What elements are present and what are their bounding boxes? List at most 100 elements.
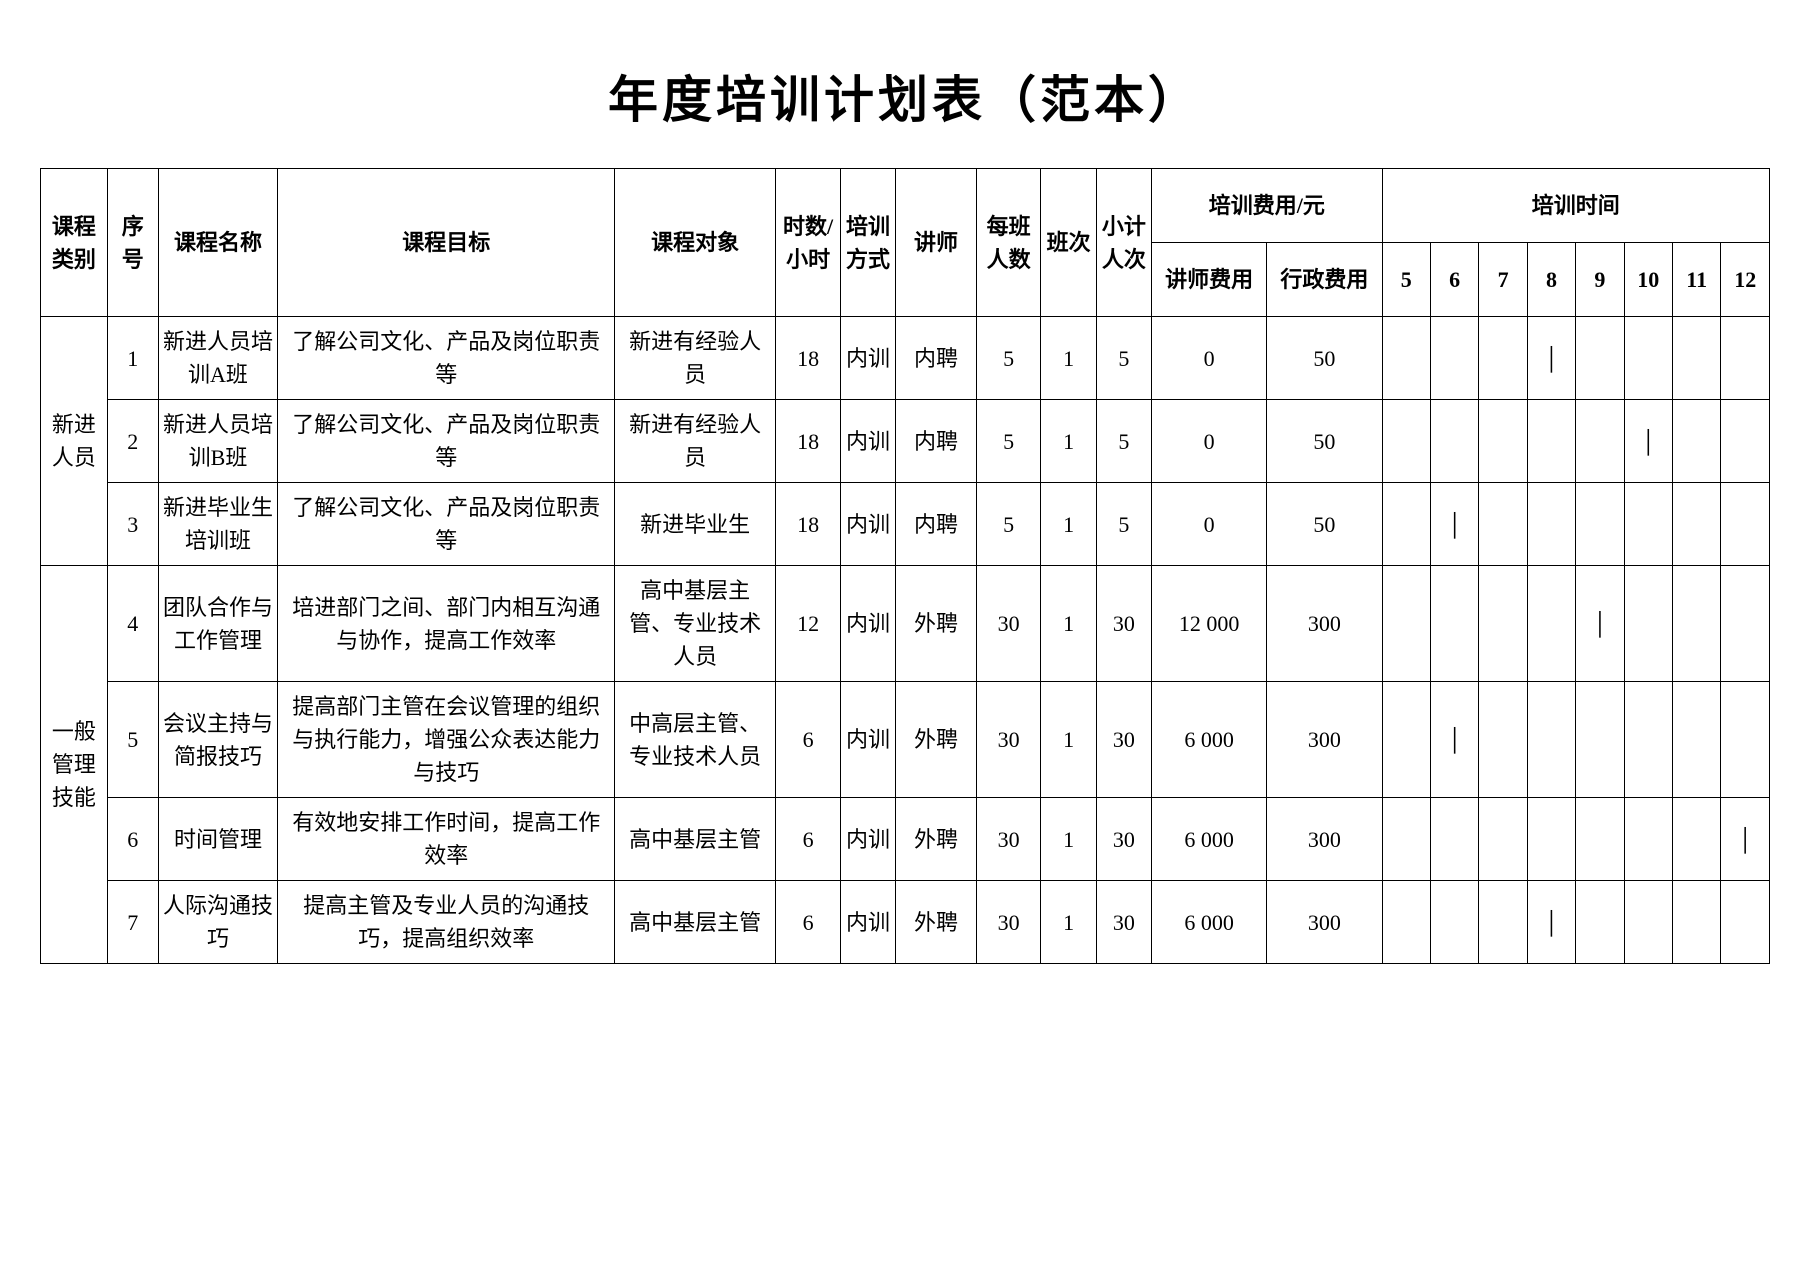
cell-per-class: 5 xyxy=(976,400,1041,483)
cell-fee-admin: 50 xyxy=(1267,483,1382,566)
cell-fee-admin: 300 xyxy=(1267,566,1382,682)
cell-subtotal: 30 xyxy=(1096,798,1151,881)
cell-index: 4 xyxy=(107,566,158,682)
cell-month-11 xyxy=(1672,400,1720,483)
cell-course-name: 会议主持与简报技巧 xyxy=(158,682,278,798)
cell-month-6 xyxy=(1430,317,1478,400)
cell-hours: 6 xyxy=(776,798,841,881)
cell-course-name: 团队合作与工作管理 xyxy=(158,566,278,682)
cell-month-6: │ xyxy=(1430,682,1478,798)
th-month-12: 12 xyxy=(1721,243,1770,317)
cell-hours: 6 xyxy=(776,682,841,798)
th-hours: 时数/小时 xyxy=(776,169,841,317)
cell-course-name: 新进毕业生培训班 xyxy=(158,483,278,566)
cell-subtotal: 5 xyxy=(1096,400,1151,483)
cell-fee-trainer: 0 xyxy=(1152,317,1267,400)
cell-fee-admin: 50 xyxy=(1267,317,1382,400)
th-time-group: 培训时间 xyxy=(1382,169,1769,243)
cell-per-class: 30 xyxy=(976,881,1041,964)
th-fee-admin: 行政费用 xyxy=(1267,243,1382,317)
cell-course-name: 新进人员培训B班 xyxy=(158,400,278,483)
th-lecturer: 讲师 xyxy=(896,169,977,317)
cell-per-class: 30 xyxy=(976,682,1041,798)
cell-month-8: │ xyxy=(1527,317,1575,400)
cell-month-9 xyxy=(1576,483,1624,566)
cell-month-7 xyxy=(1479,881,1527,964)
cell-month-11 xyxy=(1672,881,1720,964)
th-course-target: 课程对象 xyxy=(614,169,775,317)
cell-fee-trainer: 6 000 xyxy=(1152,798,1267,881)
cell-category: 新进人员 xyxy=(41,317,108,566)
cell-month-8: │ xyxy=(1527,881,1575,964)
cell-month-5 xyxy=(1382,483,1430,566)
cell-course-name: 新进人员培训A班 xyxy=(158,317,278,400)
cell-month-12 xyxy=(1721,400,1770,483)
cell-month-12: │ xyxy=(1721,798,1770,881)
cell-mode: 内训 xyxy=(840,798,895,881)
cell-subtotal: 30 xyxy=(1096,682,1151,798)
cell-mode: 内训 xyxy=(840,400,895,483)
cell-month-12 xyxy=(1721,483,1770,566)
cell-month-10: │ xyxy=(1624,400,1672,483)
cell-sessions: 1 xyxy=(1041,881,1096,964)
th-subtotal: 小计人次 xyxy=(1096,169,1151,317)
cell-mode: 内训 xyxy=(840,483,895,566)
cell-lecturer: 外聘 xyxy=(896,798,977,881)
cell-course-name: 时间管理 xyxy=(158,798,278,881)
cell-mode: 内训 xyxy=(840,682,895,798)
th-sessions: 班次 xyxy=(1041,169,1096,317)
cell-month-12 xyxy=(1721,881,1770,964)
th-month-11: 11 xyxy=(1672,243,1720,317)
cell-month-5 xyxy=(1382,798,1430,881)
cell-fee-admin: 300 xyxy=(1267,798,1382,881)
table-row: 7 人际沟通技巧 提高主管及专业人员的沟通技巧，提高组织效率 高中基层主管 6 … xyxy=(41,881,1770,964)
cell-month-5 xyxy=(1382,682,1430,798)
th-per-class: 每班人数 xyxy=(976,169,1041,317)
cell-per-class: 5 xyxy=(976,317,1041,400)
th-month-6: 6 xyxy=(1430,243,1478,317)
cell-sessions: 1 xyxy=(1041,483,1096,566)
th-fee-trainer: 讲师费用 xyxy=(1152,243,1267,317)
header-row-1: 课程类别 序号 课程名称 课程目标 课程对象 时数/小时 培训方式 讲师 每班人… xyxy=(41,169,1770,243)
cell-sessions: 1 xyxy=(1041,400,1096,483)
cell-fee-trainer: 6 000 xyxy=(1152,682,1267,798)
th-category: 课程类别 xyxy=(41,169,108,317)
cell-lecturer: 内聘 xyxy=(896,317,977,400)
cell-hours: 18 xyxy=(776,317,841,400)
cell-month-7 xyxy=(1479,798,1527,881)
th-fee-group: 培训费用/元 xyxy=(1152,169,1383,243)
cell-month-10 xyxy=(1624,566,1672,682)
cell-course-goal: 提高部门主管在会议管理的组织与执行能力，增强公众表达能力与技巧 xyxy=(278,682,615,798)
cell-target: 高中基层主管、专业技术人员 xyxy=(614,566,775,682)
cell-month-12 xyxy=(1721,566,1770,682)
cell-month-9 xyxy=(1576,881,1624,964)
cell-mode: 内训 xyxy=(840,317,895,400)
cell-month-12 xyxy=(1721,682,1770,798)
table-row: 2 新进人员培训B班 了解公司文化、产品及岗位职责等 新进有经验人员 18 内训… xyxy=(41,400,1770,483)
cell-hours: 18 xyxy=(776,400,841,483)
cell-per-class: 5 xyxy=(976,483,1041,566)
training-plan-table: 课程类别 序号 课程名称 课程目标 课程对象 时数/小时 培训方式 讲师 每班人… xyxy=(40,168,1770,964)
cell-fee-admin: 300 xyxy=(1267,682,1382,798)
th-month-10: 10 xyxy=(1624,243,1672,317)
cell-index: 1 xyxy=(107,317,158,400)
cell-month-8 xyxy=(1527,566,1575,682)
cell-month-9: │ xyxy=(1576,566,1624,682)
cell-month-6: │ xyxy=(1430,483,1478,566)
cell-month-10 xyxy=(1624,317,1672,400)
cell-target: 高中基层主管 xyxy=(614,798,775,881)
cell-month-5 xyxy=(1382,400,1430,483)
table-row: 5 会议主持与简报技巧 提高部门主管在会议管理的组织与执行能力，增强公众表达能力… xyxy=(41,682,1770,798)
cell-month-10 xyxy=(1624,881,1672,964)
cell-index: 5 xyxy=(107,682,158,798)
cell-category: 一般管理技能 xyxy=(41,566,108,964)
cell-fee-admin: 300 xyxy=(1267,881,1382,964)
cell-month-7 xyxy=(1479,682,1527,798)
th-month-9: 9 xyxy=(1576,243,1624,317)
cell-month-9 xyxy=(1576,400,1624,483)
th-course-name: 课程名称 xyxy=(158,169,278,317)
training-plan-tbody: 新进人员 1 新进人员培训A班 了解公司文化、产品及岗位职责等 新进有经验人员 … xyxy=(41,317,1770,964)
cell-subtotal: 30 xyxy=(1096,566,1151,682)
cell-course-goal: 了解公司文化、产品及岗位职责等 xyxy=(278,483,615,566)
cell-month-9 xyxy=(1576,317,1624,400)
